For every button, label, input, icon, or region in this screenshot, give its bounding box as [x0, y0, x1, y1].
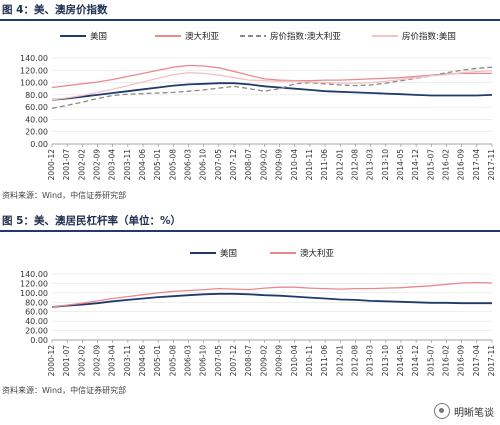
- x-tick-label: 2012-01: [335, 345, 344, 377]
- x-tick-label: 2006-03: [184, 149, 193, 181]
- x-tick-label: 2010-04: [290, 149, 299, 181]
- y-tick-label: 20.00: [25, 327, 48, 336]
- legend-label: 澳大利亚: [185, 31, 220, 42]
- x-tick-label: 2017-04: [472, 345, 481, 377]
- x-tick-label: 2003-04: [108, 149, 117, 181]
- y-tick-label: 120.00: [20, 66, 48, 75]
- y-tick-label: 40.00: [25, 115, 48, 124]
- series-line-1: [51, 64, 492, 89]
- x-tick-label: 2002-09: [93, 149, 102, 181]
- series-line-3: [51, 70, 493, 101]
- y-tick-label: 140.00: [20, 54, 48, 63]
- x-tick-label: 2017-11: [487, 149, 496, 181]
- wechat-icon: [434, 403, 450, 419]
- y-tick-label: 60.00: [25, 103, 48, 112]
- x-tick-label: 2008-07: [244, 345, 253, 377]
- series-line-0: [51, 82, 493, 101]
- x-tick-label: 2014-12: [411, 345, 420, 377]
- x-tick-label: 2003-04: [108, 345, 117, 377]
- x-tick-label: 2016-09: [457, 149, 466, 181]
- y-tick-label: 100.00: [20, 79, 48, 88]
- x-tick-label: 2013-03: [366, 345, 375, 377]
- x-tick-label: 2009-02: [259, 345, 268, 377]
- x-tick-label: 2005-01: [153, 345, 162, 377]
- y-tick-label: 40.00: [25, 317, 48, 326]
- legend-label: 美国: [90, 31, 107, 42]
- x-tick-label: 2006-10: [199, 345, 208, 377]
- x-tick-label: 2007-05: [214, 345, 223, 377]
- legend-label: 澳大利亚: [300, 248, 335, 259]
- x-tick-label: 2002-02: [77, 149, 86, 181]
- figure-4-title-rule: [0, 19, 500, 21]
- x-tick-label: 2009-09: [275, 345, 284, 377]
- figure-5-title: 图 5：美、澳居民杠杆率（单位：%）: [2, 215, 181, 227]
- x-tick-label: 2014-05: [396, 345, 405, 377]
- x-tick-label: 2012-08: [350, 149, 359, 181]
- figure-4-source: 资料来源：Wind，中信证券研究部: [2, 191, 127, 200]
- x-tick-label: 2002-09: [93, 345, 102, 377]
- x-tick-label: 2016-09: [457, 345, 466, 377]
- x-tick-label: 2017-04: [472, 149, 481, 181]
- chart-house-price-index: 0.00 20.00 40.00 60.00 80.00 100.00 120.00 140.…: [20, 31, 496, 181]
- x-tick-label: 2002-02: [77, 345, 86, 377]
- legend-label: 房价指数:美国: [402, 31, 456, 42]
- x-tick-label: 2013-10: [381, 149, 390, 181]
- y-tick-label: 140.00: [20, 270, 48, 279]
- y-tick-label: 120.00: [20, 279, 48, 288]
- x-tick-label: 2004-06: [138, 149, 147, 181]
- watermark: 明晰笔谈: [434, 403, 494, 419]
- x-tick-label: 2016-02: [441, 345, 450, 377]
- x-tick-label: 2006-10: [199, 149, 208, 181]
- x-tick-label: 2001-07: [62, 345, 71, 377]
- x-tick-label: 2013-10: [381, 345, 390, 377]
- legend-label: 房价指数:澳大利亚: [270, 31, 341, 42]
- x-tick-label: 2014-12: [411, 149, 420, 181]
- x-tick-label: 2010-11: [305, 149, 314, 181]
- x-tick-label: 2007-05: [214, 149, 223, 181]
- x-tick-label: 2011-06: [320, 345, 329, 377]
- x-tick-label: 2000-12: [47, 149, 56, 181]
- x-tick-label: 2010-11: [305, 345, 314, 377]
- y-tick-label: 80.00: [25, 91, 48, 100]
- x-tick-label: 2009-02: [259, 149, 268, 181]
- watermark-text: 明晰笔谈: [454, 407, 494, 419]
- x-tick-label: 2014-05: [396, 149, 405, 181]
- x-tick-label: 2006-03: [184, 345, 193, 377]
- x-tick-label: 2000-12: [47, 345, 56, 377]
- x-tick-label: 2015-07: [426, 149, 435, 181]
- series-line-0: [51, 292, 492, 308]
- y-tick-label: 80.00: [25, 298, 48, 307]
- x-tick-label: 2016-02: [441, 149, 450, 181]
- series-line-1: [51, 281, 493, 308]
- y-tick-label: 20.00: [25, 128, 48, 137]
- x-tick-label: 2009-09: [275, 149, 284, 181]
- x-tick-label: 2003-11: [123, 149, 132, 181]
- x-tick-label: 2012-08: [350, 345, 359, 377]
- x-tick-label: 2011-06: [320, 149, 329, 181]
- x-tick-label: 2005-08: [168, 149, 177, 181]
- x-tick-label: 2003-11: [123, 345, 132, 377]
- y-tick-label: 0.00: [30, 336, 48, 345]
- x-tick-label: 2015-07: [426, 345, 435, 377]
- chart-household-leverage: 0.0020.0040.0060.0080.00100.00120.00140.…: [20, 248, 496, 377]
- figure-5-title-rule: [0, 230, 500, 232]
- legend-label: 美国: [220, 248, 237, 259]
- x-tick-label: 2008-07: [244, 149, 253, 181]
- x-tick-label: 2007-12: [229, 345, 238, 377]
- y-tick-label: 60.00: [25, 308, 48, 317]
- x-tick-label: 2012-01: [335, 149, 344, 181]
- y-tick-label: 0.00: [30, 140, 48, 149]
- figure-5-source: 资料来源：Wind，中信证券研究部: [2, 386, 127, 395]
- x-tick-label: 2005-01: [153, 149, 162, 181]
- x-tick-label: 2010-04: [290, 345, 299, 377]
- x-tick-label: 2004-06: [138, 345, 147, 377]
- x-tick-label: 2007-12: [229, 149, 238, 181]
- y-tick-label: 100.00: [20, 289, 48, 298]
- x-tick-label: 2001-07: [62, 149, 71, 181]
- x-tick-label: 2005-08: [168, 345, 177, 377]
- figure-4-title: 图 4：美、澳房价指数: [2, 4, 108, 16]
- x-tick-label: 2017-11: [487, 345, 496, 377]
- x-tick-label: 2013-03: [366, 149, 375, 181]
